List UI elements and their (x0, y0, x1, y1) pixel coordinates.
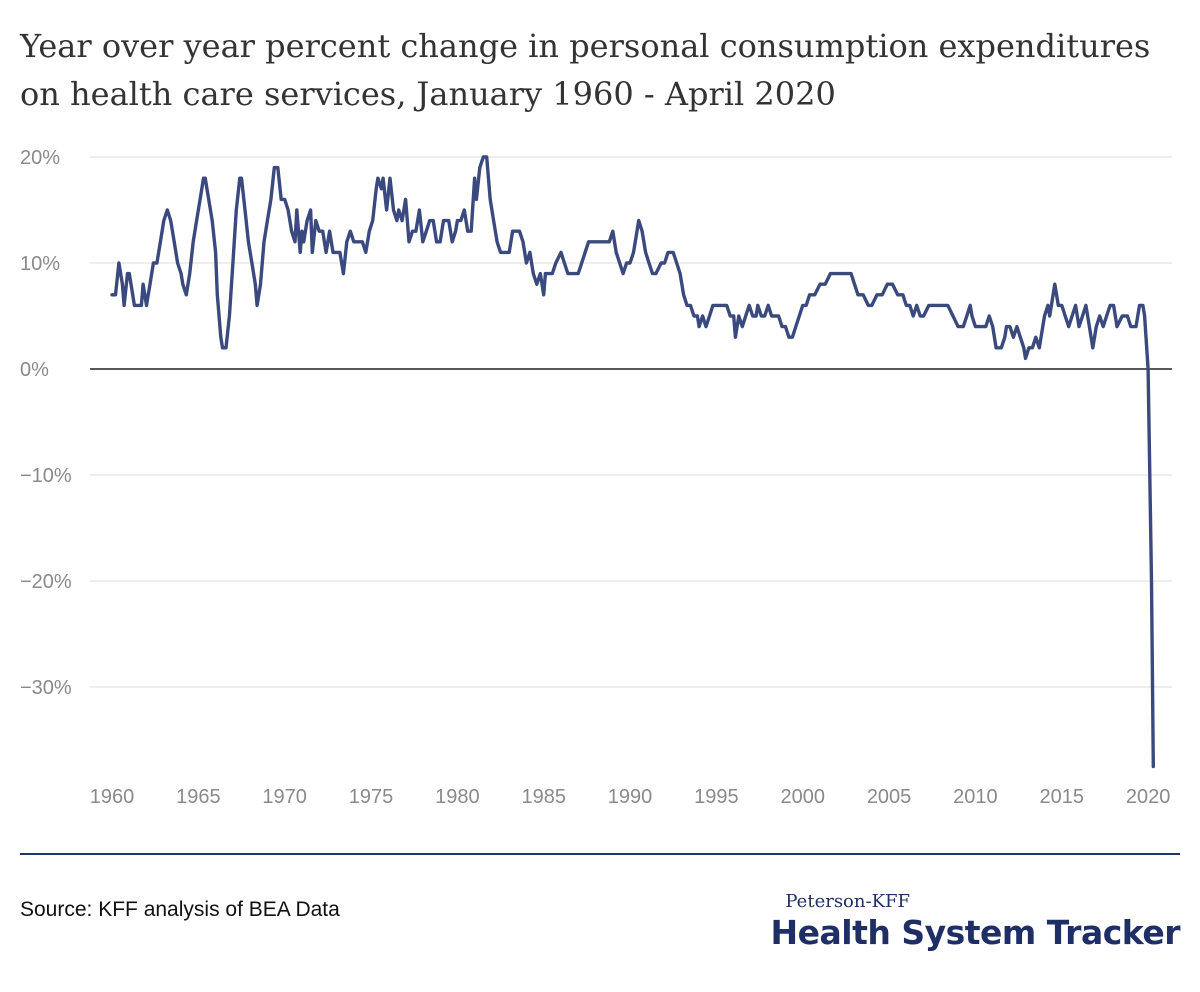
brand-logo-text[interactable]: Health System Tracker (770, 913, 1181, 952)
y-gridlines (90, 156, 1172, 688)
x-tick-label: 1985 (521, 786, 566, 808)
x-tick-label: 2010 (953, 786, 998, 808)
x-tick-label: 1990 (608, 786, 653, 808)
y-tick-label: −30% (20, 677, 72, 699)
line-chart: 20% 10% 0% −10% −20% −30% 1960 1965 1970 1975 198… (20, 147, 1172, 808)
x-tick-label: 2000 (780, 786, 825, 808)
source-note: Source: KFF analysis of BEA Data (20, 898, 340, 921)
x-tick-label: 2020 (1126, 786, 1171, 808)
y-axis-ticks: 20% 10% 0% −10% −20% −30% (20, 147, 72, 699)
x-tick-label: 1965 (176, 786, 221, 808)
series-line (110, 155, 1155, 769)
y-tick-label: 20% (20, 147, 60, 169)
y-tick-label: −20% (20, 571, 72, 593)
x-axis-ticks: 1960 1965 1970 1975 1980 1985 1990 1995 2000 2005… (90, 786, 1171, 808)
chart-title: Year over year percent change in persona… (20, 27, 1151, 113)
y-tick-label: −10% (20, 465, 72, 487)
x-tick-label: 1960 (90, 786, 135, 808)
x-tick-label: 1970 (262, 786, 307, 808)
footer-divider (20, 853, 1180, 855)
y-tick-label: 0% (20, 359, 49, 381)
x-tick-label: 1980 (435, 786, 480, 808)
x-tick-label: 2015 (1040, 786, 1085, 808)
y-tick-label: 10% (20, 253, 60, 275)
x-tick-label: 2005 (867, 786, 912, 808)
brand-subtitle: Peterson-KFF (785, 891, 910, 912)
x-tick-label: 1995 (694, 786, 739, 808)
x-tick-label: 1975 (349, 786, 394, 808)
series-layer (110, 155, 1155, 769)
